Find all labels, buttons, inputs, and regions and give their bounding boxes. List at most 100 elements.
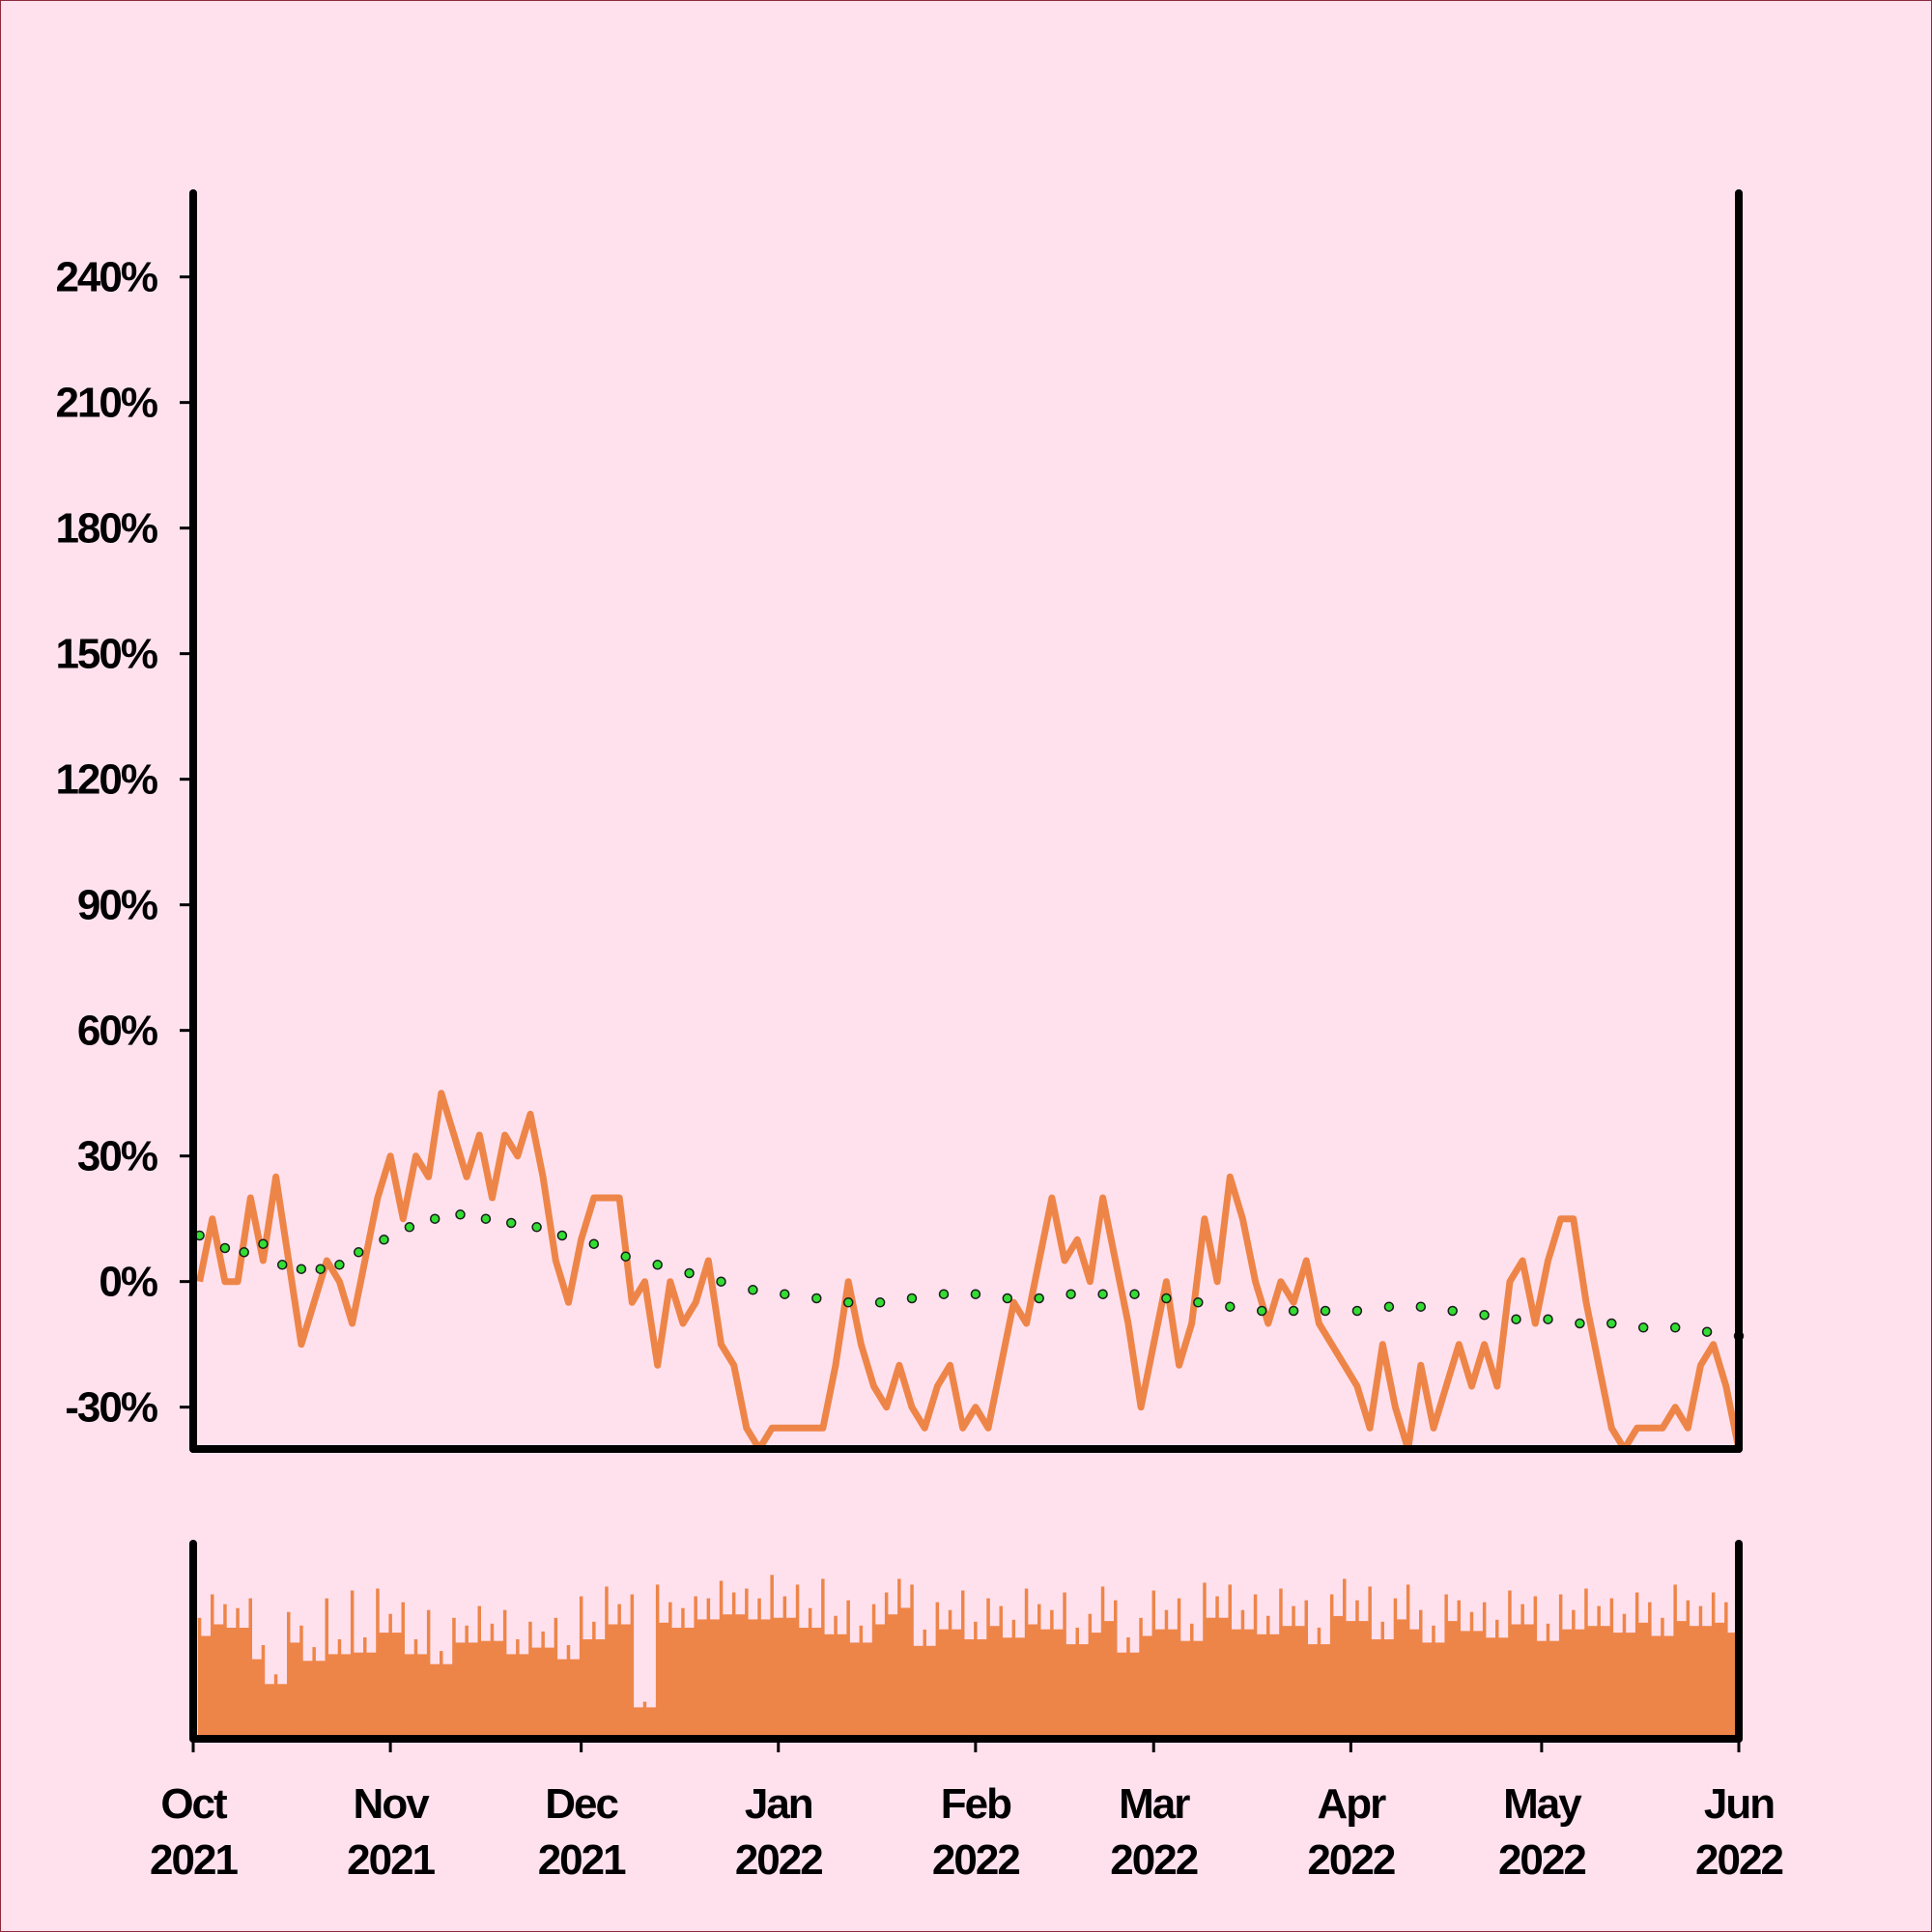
volume-fill — [898, 1607, 913, 1739]
trend-point — [748, 1285, 758, 1295]
volume-fill — [593, 1639, 607, 1739]
volume-fill — [1242, 1629, 1256, 1739]
trend-point — [684, 1267, 695, 1279]
volume-fill — [492, 1640, 505, 1739]
volume-fill — [708, 1619, 722, 1739]
trend-point — [379, 1235, 389, 1245]
volume-fill — [543, 1647, 556, 1739]
volume-fill — [1611, 1633, 1625, 1739]
trend-point — [1637, 1322, 1649, 1333]
volume-fill — [669, 1628, 683, 1739]
volume-fill — [975, 1639, 989, 1739]
trend-point — [556, 1230, 568, 1241]
volume-fill — [1662, 1635, 1676, 1739]
volume-fill — [428, 1663, 441, 1739]
volume-fill — [1446, 1621, 1460, 1739]
volume-fill — [403, 1654, 416, 1739]
volume-fill — [1013, 1637, 1027, 1739]
volume-fill — [1382, 1639, 1396, 1739]
x-tick-month: Dec — [545, 1780, 618, 1828]
x-tick-year: 2022 — [1695, 1836, 1782, 1884]
volume-fill — [937, 1629, 951, 1739]
volume-fill — [632, 1707, 645, 1739]
volume-fill — [1306, 1644, 1320, 1739]
volume-fill — [962, 1639, 976, 1739]
volume-fill — [721, 1614, 734, 1739]
trend-point — [842, 1297, 854, 1308]
volume-fill — [1434, 1642, 1447, 1739]
volume-fill — [1204, 1617, 1218, 1739]
volume-fill — [1649, 1635, 1662, 1739]
volume-fill — [390, 1633, 404, 1739]
trend-point — [1097, 1289, 1108, 1299]
trend-point — [938, 1289, 950, 1299]
volume-fill — [912, 1645, 925, 1739]
volume-fill — [352, 1652, 365, 1739]
volume-fill — [772, 1617, 785, 1739]
volume-fill — [1026, 1624, 1039, 1739]
volume-fill — [1510, 1624, 1523, 1739]
volume-fill — [300, 1661, 315, 1739]
volume-fill — [1255, 1634, 1268, 1739]
x-tick-month: Feb — [941, 1780, 1011, 1828]
volume-fill — [1420, 1642, 1434, 1739]
trend-point — [1701, 1326, 1713, 1337]
volume-fill — [275, 1684, 289, 1739]
trend-point — [1479, 1310, 1490, 1321]
volume-fill — [1102, 1621, 1116, 1739]
volume-fill — [1586, 1626, 1600, 1739]
volume-fill — [733, 1614, 747, 1739]
volume-fill — [619, 1624, 633, 1739]
volume-fill — [581, 1639, 594, 1739]
trend-point — [258, 1238, 269, 1249]
volume-fill — [1331, 1615, 1345, 1739]
volume-fill — [924, 1645, 938, 1739]
volume-fill — [224, 1628, 239, 1739]
x-tick-month: Jun — [1704, 1780, 1774, 1828]
trend-point — [219, 1242, 231, 1254]
y-tick-label: 60% — [77, 1008, 157, 1055]
x-tick-month: Mar — [1119, 1780, 1190, 1828]
volume-fill — [746, 1619, 759, 1739]
y-tick-label: 240% — [55, 254, 156, 301]
volume-fill — [1548, 1640, 1561, 1739]
volume-fill — [1293, 1626, 1307, 1739]
volume-fill — [1471, 1631, 1485, 1739]
volume-fill — [1395, 1619, 1408, 1739]
volume-fill — [199, 1635, 213, 1739]
volume-plot: Oct 2021 Nov 2021 Dec 2021 Jan 2022 Feb 2022 Mar 20… — [150, 1540, 1784, 1884]
volume-fill — [440, 1663, 454, 1739]
volume-fill — [873, 1624, 887, 1739]
volume-fill — [1407, 1629, 1421, 1739]
volume-fill — [886, 1614, 899, 1739]
x-tick-year: 2021 — [150, 1836, 238, 1884]
trend-point — [404, 1222, 415, 1233]
volume-fill — [250, 1659, 264, 1739]
volume-fill — [848, 1642, 862, 1739]
x-tick-year: 2022 — [932, 1836, 1019, 1884]
trend-point — [276, 1260, 288, 1270]
volume-fill — [555, 1659, 569, 1739]
trend-point — [1415, 1301, 1427, 1312]
trend-point — [1193, 1297, 1204, 1308]
volume-fill — [415, 1654, 429, 1739]
volume-fill — [822, 1634, 837, 1739]
volume-fill — [1230, 1629, 1243, 1739]
volume-bar — [655, 1584, 660, 1739]
volume-fill — [1370, 1639, 1383, 1739]
volume-fill — [797, 1628, 810, 1739]
volume-axes — [189, 1540, 1743, 1743]
x-tick-month: Jan — [745, 1780, 812, 1828]
volume-fill — [644, 1707, 658, 1739]
volume-fill — [759, 1619, 773, 1739]
volume-fill — [504, 1654, 518, 1739]
volume-fill — [263, 1684, 276, 1739]
trend-point — [429, 1213, 440, 1224]
trend-point — [1669, 1322, 1681, 1333]
trend-point — [874, 1297, 886, 1308]
trend-point — [811, 1293, 822, 1304]
trend-point — [620, 1251, 631, 1262]
trend-point — [588, 1238, 600, 1249]
volume-fill — [568, 1659, 582, 1739]
